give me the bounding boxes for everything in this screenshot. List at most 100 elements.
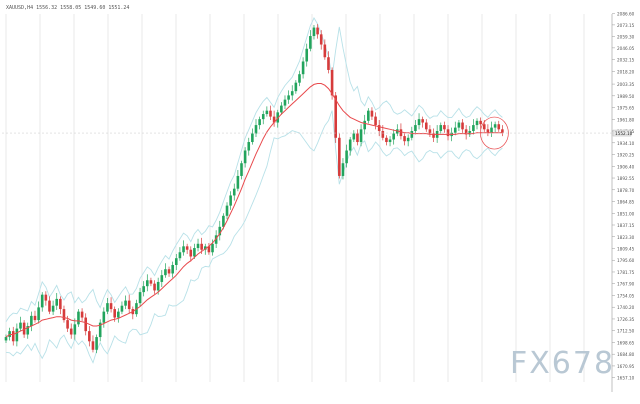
candle-bear xyxy=(461,122,464,130)
candle-bull xyxy=(312,27,316,37)
candle-bear xyxy=(69,328,73,335)
candle-bull xyxy=(117,311,120,318)
candle-bull xyxy=(309,36,312,49)
y-tick-label: 2046.05 xyxy=(617,46,635,51)
moving-average-line xyxy=(5,83,503,338)
highlight-circle xyxy=(480,116,509,150)
candle-bull xyxy=(26,326,30,335)
candle-bear xyxy=(185,246,189,250)
candle-bull xyxy=(77,311,80,325)
candle-bull xyxy=(138,292,142,304)
candle-bear xyxy=(443,125,446,130)
y-tick-label: 1795.60 xyxy=(617,258,635,263)
candle-bear xyxy=(207,246,211,253)
candle-bear xyxy=(11,331,15,342)
candle-bull xyxy=(290,91,294,96)
candle-bull xyxy=(392,133,395,140)
candle-bull xyxy=(439,125,443,132)
candle-bull xyxy=(40,294,44,308)
candle-bull xyxy=(171,264,174,274)
candle-bear xyxy=(482,124,486,130)
candle-bear xyxy=(22,322,26,335)
candle-bear xyxy=(424,122,428,130)
candle-bull xyxy=(243,150,247,164)
candle-bull xyxy=(225,205,229,216)
candle-bull xyxy=(95,337,98,350)
candle-bear xyxy=(323,44,327,58)
candle-bull xyxy=(298,74,301,83)
candle-bull xyxy=(301,61,305,75)
candle-bear xyxy=(479,120,482,125)
y-tick-label: 2003.35 xyxy=(617,82,635,87)
y-tick-label: 1809.45 xyxy=(617,246,635,251)
candle-bull xyxy=(287,95,290,100)
y-tick-label: 2086.60 xyxy=(617,11,635,16)
candle-bear xyxy=(374,116,377,126)
candle-bull xyxy=(232,188,236,196)
y-tick-label: 1726.35 xyxy=(617,317,635,322)
candle-bull xyxy=(174,258,178,265)
candle-bull xyxy=(106,303,109,312)
candle-bear xyxy=(497,124,501,130)
candle-bull xyxy=(247,142,251,151)
candle-bull xyxy=(203,246,207,250)
candle-bull xyxy=(457,122,461,128)
candle-bull xyxy=(156,281,160,291)
candle-bull xyxy=(341,163,345,176)
candle-bull xyxy=(265,110,269,115)
y-tick-label: 1740.20 xyxy=(617,305,635,310)
candle-bull xyxy=(359,129,363,143)
candle-bull xyxy=(146,280,149,287)
candle-bear xyxy=(44,294,48,301)
y-tick-label: 1670.95 xyxy=(617,364,635,369)
candle-bear xyxy=(327,57,330,70)
y-tick-label: 1934.10 xyxy=(617,141,635,146)
candle-bear xyxy=(385,137,388,143)
y-tick-label: 1920.25 xyxy=(617,153,635,158)
candle-bull xyxy=(240,163,243,176)
candle-bear xyxy=(377,125,381,132)
y-tick-label: 1864.85 xyxy=(617,200,635,205)
bollinger-upper-band xyxy=(5,17,503,323)
candle-bull xyxy=(160,275,164,282)
candle-bear xyxy=(113,309,116,318)
candle-bear xyxy=(189,249,193,257)
candle-bear xyxy=(272,116,276,123)
candle-bear xyxy=(33,315,37,321)
candle-bull xyxy=(37,307,40,321)
y-tick-label: 1698.65 xyxy=(617,340,635,345)
y-tick-label: 1878.70 xyxy=(617,188,635,193)
candle-bear xyxy=(403,136,406,142)
y-tick-label: 1712.50 xyxy=(617,329,635,334)
y-tick-label: 1851.00 xyxy=(617,211,635,216)
candle-bull xyxy=(196,243,200,249)
candle-bear xyxy=(269,110,272,117)
candle-bull xyxy=(345,150,348,164)
y-tick-label: 1837.15 xyxy=(617,223,635,228)
candle-bear xyxy=(48,300,51,312)
candle-bull xyxy=(294,82,298,92)
candle-bear xyxy=(88,331,91,342)
candle-bull xyxy=(236,175,240,189)
candle-bear xyxy=(127,300,131,310)
candle-bull xyxy=(388,139,392,143)
y-tick-label: 1684.80 xyxy=(617,352,635,357)
candle-bull xyxy=(475,120,479,126)
y-tick-label: 1767.90 xyxy=(617,282,635,287)
candle-bear xyxy=(200,243,203,250)
candle-bull xyxy=(468,131,472,135)
y-tick-label: 1823.30 xyxy=(617,235,635,240)
candle-bear xyxy=(446,129,450,137)
candle-bear xyxy=(486,129,490,133)
candle-bull xyxy=(178,252,182,259)
y-tick-label: 1961.80 xyxy=(617,117,635,122)
candle-bull xyxy=(55,298,59,306)
candle-bull xyxy=(254,125,258,134)
symbol-header: XAUUSD,H4 1556.32 1558.05 1549.60 1551.2… xyxy=(6,5,130,11)
candle-bear xyxy=(167,269,171,274)
candle-bull xyxy=(102,311,106,323)
candle-bull xyxy=(193,248,196,257)
candle-bear xyxy=(91,341,95,350)
